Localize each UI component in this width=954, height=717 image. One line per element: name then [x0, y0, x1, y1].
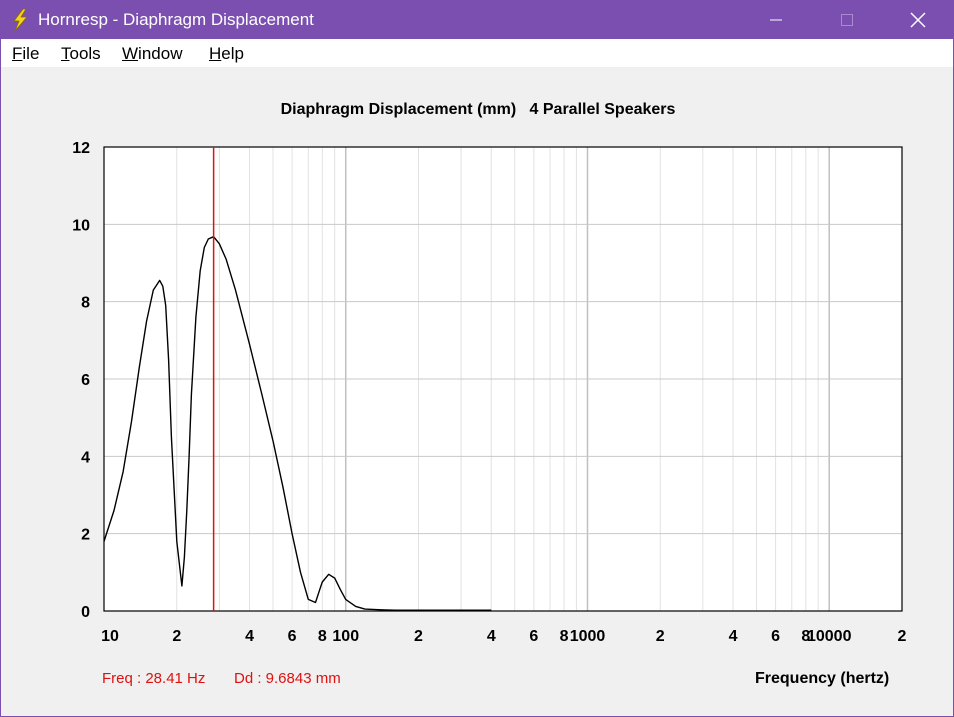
maximize-button[interactable]: [824, 1, 870, 39]
title-bar[interactable]: Hornresp - Diaphragm Displacement: [1, 1, 953, 39]
window-title: Hornresp - Diaphragm Displacement: [38, 10, 314, 29]
y-tick-label: 12: [72, 140, 90, 157]
plot-border: [103, 146, 903, 612]
x-tick-label: 4: [487, 628, 496, 645]
maximize-icon: [841, 14, 853, 26]
x-tick-label: 4: [245, 628, 254, 645]
y-tick-label: 2: [81, 527, 90, 544]
close-icon: [910, 12, 926, 28]
x-axis-label: Frequency (hertz): [755, 670, 890, 687]
x-tick-label: 1000: [570, 628, 606, 645]
x-tick-label: 6: [771, 628, 780, 645]
x-tick-label: 8: [318, 628, 327, 645]
displacement-readout: Dd : 9.6843 mm: [234, 670, 341, 687]
x-tick-label: 2: [656, 628, 665, 645]
x-tick-label: 4: [729, 628, 738, 645]
x-tick-label: 10000: [807, 628, 852, 645]
freq-readout: Freq : 28.41 Hz: [102, 670, 206, 687]
x-tick-label: 8: [560, 628, 569, 645]
x-tick-label: 100: [332, 628, 359, 645]
minimize-button[interactable]: [753, 1, 799, 39]
y-tick-label: 10: [72, 217, 90, 234]
menu-window[interactable]: Window: [122, 44, 183, 63]
x-tick-label: 6: [529, 628, 538, 645]
x-tick-label: 8: [801, 628, 810, 645]
minimize-icon: [770, 19, 782, 21]
y-tick-label: 6: [81, 372, 90, 389]
x-tick-label: 2: [414, 628, 423, 645]
x-tick-label: 2: [172, 628, 181, 645]
menu-help[interactable]: Help: [209, 44, 244, 63]
x-tick-label: 2: [898, 628, 907, 645]
menu-tools[interactable]: Tools: [61, 44, 101, 63]
y-tick-label: 4: [81, 449, 90, 466]
menu-bar: File Tools Window Help: [1, 39, 953, 67]
x-tick-label: 10: [101, 628, 119, 645]
y-tick-label: 8: [81, 295, 90, 312]
chart-area: 0 2 4 6 8 10 12 10 2 4 6 8 100 2 4 6 8 1000 2 4 6 8 10000 2 Diap…: [1, 67, 953, 716]
x-tick-label: 6: [288, 628, 297, 645]
lightning-bolt-icon: [9, 8, 31, 32]
y-tick-label: 0: [81, 604, 90, 621]
close-button[interactable]: [895, 1, 941, 39]
menu-file[interactable]: File: [12, 44, 40, 63]
chart-title: Diaphragm Displacement (mm) 4 Parallel S…: [281, 101, 676, 118]
displacement-series-line: [103, 236, 492, 611]
